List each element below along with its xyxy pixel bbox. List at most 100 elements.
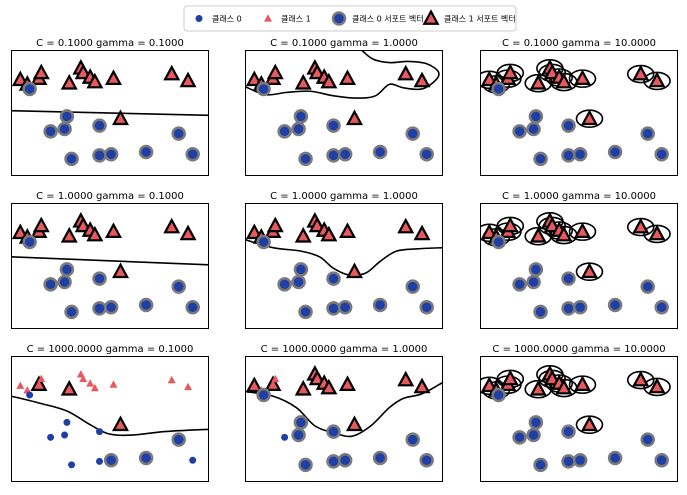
support-vector-class0 <box>561 118 576 133</box>
legend-marker-sv0 <box>331 11 347 26</box>
support-vector-class0 <box>533 304 548 320</box>
panel-frame <box>480 356 678 482</box>
panel-frame <box>480 50 678 176</box>
support-vector-class1 <box>266 63 284 80</box>
support-vector-class0 <box>607 297 623 313</box>
support-vector-class1 <box>264 375 282 391</box>
support-vector-class0 <box>607 144 623 160</box>
support-vector-class1 <box>501 369 519 386</box>
decision-boundary <box>11 395 209 437</box>
support-vector-class0 <box>185 146 200 162</box>
panel-title: C = 0.1000 gamma = 10.0000 <box>502 38 656 49</box>
support-vector-class0 <box>512 277 527 292</box>
panel-title: C = 1000.0000 gamma = 10.0000 <box>492 344 665 355</box>
support-vector-class0 <box>561 301 576 316</box>
support-vector-class0 <box>326 454 341 469</box>
panel-8: C = 1000.0000 gamma = 1.0000 <box>245 344 443 482</box>
support-vector-class1 <box>555 378 573 395</box>
legend-entry-class1: 클래스 1 <box>264 14 311 24</box>
decision-boundary <box>245 238 443 277</box>
point-class0 <box>26 391 34 399</box>
support-vector-class1 <box>179 224 197 241</box>
support-vector-class1 <box>573 222 591 238</box>
legend-entry-sv1: 클래스 1 서포트 벡터 <box>422 9 516 25</box>
panel-4: C = 1.0000 gamma = 0.1000 <box>11 191 209 329</box>
support-vector-class0 <box>405 279 420 294</box>
panel-title: C = 1.0000 gamma = 10.0000 <box>502 191 656 202</box>
support-vector-class0 <box>526 274 541 290</box>
support-vector-class0 <box>405 126 420 141</box>
support-vector-class0 <box>171 126 186 141</box>
support-vector-class1 <box>32 216 50 233</box>
support-vector-class0 <box>640 432 655 447</box>
point-class1 <box>184 382 193 391</box>
support-vector-class1 <box>632 217 650 234</box>
panel-frame <box>245 203 443 329</box>
support-vector-class0 <box>277 277 292 292</box>
support-vector-class0 <box>326 148 341 163</box>
support-vector-class0 <box>92 118 107 133</box>
support-vector-class1 <box>32 63 50 80</box>
panel-title: C = 1.0000 gamma = 1.0000 <box>270 191 418 202</box>
support-vector-class1 <box>397 217 415 234</box>
point-class0 <box>47 433 55 441</box>
support-vector-class1 <box>573 375 591 391</box>
support-vector-class1 <box>163 64 181 81</box>
support-vector-class0 <box>256 234 271 250</box>
support-vector-class1 <box>345 109 363 126</box>
legend-marker-sv1 <box>422 9 440 25</box>
support-vector-class1 <box>580 415 598 432</box>
support-vector-class0 <box>526 121 541 137</box>
support-vector-class0 <box>298 151 313 167</box>
support-vector-class0 <box>291 427 306 443</box>
support-vector-class0 <box>372 144 388 160</box>
panel-frame <box>245 50 443 176</box>
point-class1 <box>37 374 46 383</box>
support-vector-class0 <box>59 262 75 277</box>
panel-frame <box>245 356 443 482</box>
point-class0 <box>96 457 104 465</box>
point-class0 <box>63 418 71 426</box>
point-class1 <box>86 379 95 387</box>
support-vector-class0 <box>528 415 544 430</box>
support-vector-class1 <box>580 262 598 279</box>
support-vector-class1 <box>580 109 598 126</box>
support-vector-class0 <box>326 301 341 316</box>
panel-7: C = 1000.0000 gamma = 0.1000 <box>11 344 209 482</box>
panel-title: C = 0.1000 gamma = 0.1000 <box>36 38 184 49</box>
legend-entry-class0: 클래스 0 <box>195 15 242 24</box>
plot-area <box>11 370 209 469</box>
support-vector-class1 <box>648 224 666 241</box>
support-vector-class0 <box>43 124 58 139</box>
point-class1 <box>79 374 88 383</box>
legend-marker-class1 <box>264 14 272 22</box>
panel-5: C = 1.0000 gamma = 1.0000 <box>245 191 443 329</box>
decision-boundary <box>245 50 440 99</box>
support-vector-class1 <box>86 225 104 242</box>
plot-area <box>245 50 440 167</box>
legend-marker-class0 <box>195 15 203 22</box>
support-vector-class1 <box>338 69 356 85</box>
support-vector-class1 <box>529 73 547 90</box>
support-vector-class0 <box>654 146 669 162</box>
plot-area <box>480 365 671 473</box>
support-vector-class1 <box>501 63 519 80</box>
support-vector-class0 <box>64 151 79 167</box>
support-vector-class0 <box>138 450 154 466</box>
support-vector-class0 <box>572 299 588 315</box>
support-vector-class0 <box>526 427 541 443</box>
support-vector-class0 <box>291 121 306 137</box>
support-vector-class1 <box>413 224 431 241</box>
support-vector-class0 <box>419 299 434 315</box>
panel-title: C = 1.0000 gamma = 0.1000 <box>36 191 184 202</box>
support-vector-class0 <box>64 304 79 320</box>
support-vector-class0 <box>561 271 576 286</box>
panel-9: C = 1000.0000 gamma = 10.0000 <box>480 344 678 482</box>
point-class1 <box>167 375 176 384</box>
support-vector-class1 <box>397 64 415 81</box>
support-vector-class1 <box>555 72 573 89</box>
support-vector-class0 <box>512 124 527 139</box>
plot-area <box>245 212 443 320</box>
point-class0 <box>281 433 289 441</box>
